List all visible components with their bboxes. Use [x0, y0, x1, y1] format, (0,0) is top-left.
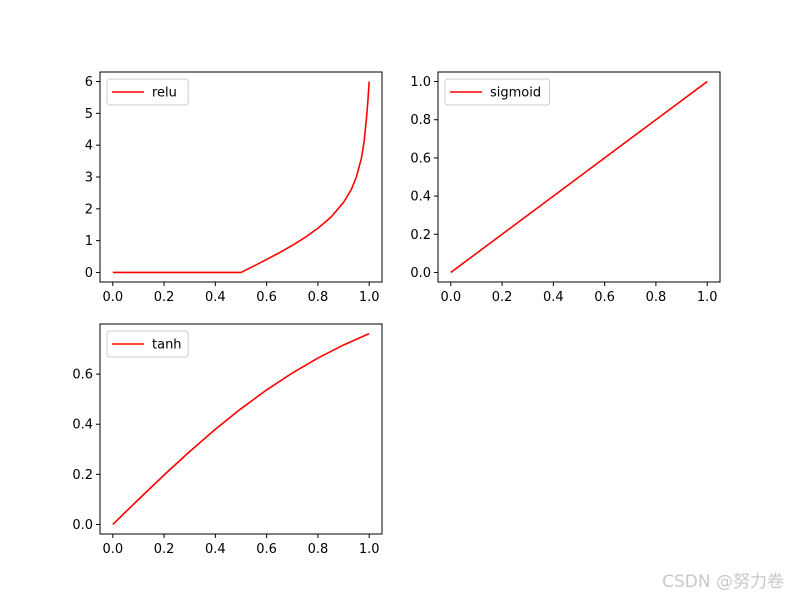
legend-label: relu — [152, 86, 177, 101]
legend-box — [106, 78, 189, 106]
x-tick-label: 0.0 — [440, 290, 461, 305]
x-tick-label: 0.4 — [205, 290, 226, 305]
series-line-sigmoid — [450, 80, 708, 274]
legend-box — [106, 330, 189, 358]
legend: sigmoid — [444, 78, 551, 106]
legend-box — [444, 78, 551, 106]
y-tick-label: 1 — [85, 234, 93, 249]
x-tick-label: 0.0 — [102, 290, 123, 305]
axes-frame — [99, 323, 383, 535]
y-tick-label: 0.0 — [410, 266, 431, 281]
y-tick-label: 0.2 — [410, 228, 431, 243]
legend-label: tanh — [152, 338, 182, 353]
y-tick-label: 6 — [85, 75, 93, 90]
subplot-1: 0.0 0.2 0.4 0.6 0.8 1.0 0 1 2 3 4 5 6 relu — [85, 71, 383, 305]
x-tick-label: 0.6 — [594, 290, 615, 305]
series-line-relu — [112, 81, 370, 274]
y-tick-label: 0.0 — [72, 518, 93, 533]
y-tick-label: 1.0 — [410, 75, 431, 90]
x-tick-label: 0.2 — [154, 542, 175, 557]
y-tick-label: 0.6 — [410, 151, 431, 166]
y-tick-label: 0.6 — [72, 368, 93, 383]
axes-frame — [437, 71, 721, 283]
y-tick-label: 0 — [85, 266, 93, 281]
legend: relu — [106, 78, 189, 106]
y-tick-label: 5 — [85, 107, 93, 122]
x-tick-label: 0.2 — [492, 290, 513, 305]
x-tick-label: 0.8 — [646, 290, 667, 305]
x-tick-label: 0.8 — [308, 542, 329, 557]
y-tick-label: 2 — [85, 202, 93, 217]
legend: tanh — [106, 330, 189, 358]
x-tick-label: 0.0 — [102, 542, 123, 557]
x-tick-label: 1.0 — [697, 290, 718, 305]
y-tick-label: 4 — [85, 139, 93, 154]
y-tick-label: 0.4 — [72, 418, 93, 433]
y-tick-label: 0.8 — [410, 113, 431, 128]
x-tick-label: 0.4 — [205, 542, 226, 557]
x-tick-label: 0.8 — [308, 290, 329, 305]
y-tick-label: 0.4 — [410, 190, 431, 205]
x-tick-label: 0.4 — [543, 290, 564, 305]
subplot-2: 0.0 0.2 0.4 0.6 0.8 1.0 0.0 0.2 0.4 0.6 0.8 1.0 sigm… — [410, 71, 721, 305]
x-tick-label: 1.0 — [359, 290, 380, 305]
x-tick-label: 0.6 — [256, 542, 277, 557]
x-tick-label: 1.0 — [359, 542, 380, 557]
legend-label: sigmoid — [490, 86, 541, 101]
x-tick-label: 0.6 — [256, 290, 277, 305]
subplot-3: 0.0 0.2 0.4 0.6 0.8 1.0 0.0 0.2 0.4 0.6 tanh — [72, 323, 383, 557]
y-tick-label: 3 — [85, 171, 93, 186]
watermark: CSDN @努力卷 — [662, 572, 784, 592]
series-line-tanh — [112, 332, 370, 526]
x-tick-label: 0.2 — [154, 290, 175, 305]
y-tick-label: 0.2 — [72, 468, 93, 483]
